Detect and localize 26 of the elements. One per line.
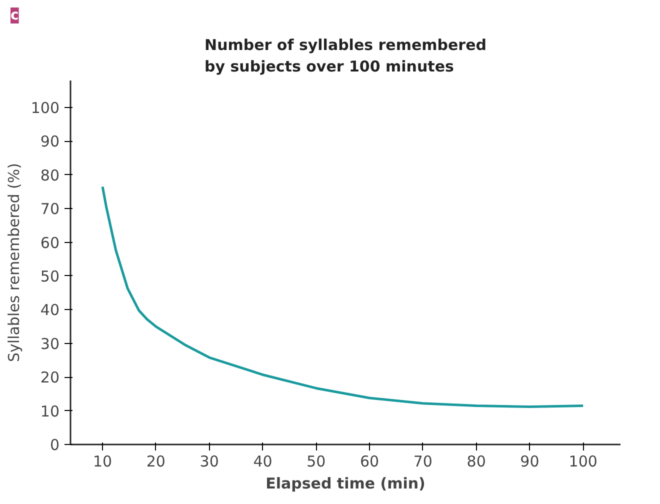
y-tick-label: 50 <box>40 267 60 286</box>
text: c <box>10 8 19 24</box>
x-tick-label: 20 <box>146 452 166 470</box>
x-tick-label: 10 <box>92 452 112 470</box>
y-tick-label: 60 <box>40 234 60 252</box>
y-tick-label: 30 <box>40 334 60 353</box>
y-axis-title: Syllables remembered (%) <box>4 162 23 362</box>
x-axis-title: Elapsed time (min) <box>266 474 426 492</box>
y-tick-label: 20 <box>40 368 60 387</box>
x-tick-label: 40 <box>253 452 272 470</box>
x-tick-label: 30 <box>200 452 219 470</box>
x-tick-label: 100 <box>568 452 598 470</box>
y-tick-label: 100 <box>30 98 60 117</box>
y-tick-label: 0 <box>50 436 60 454</box>
x-tick-label: 90 <box>520 452 540 470</box>
x-tick-label: 50 <box>306 452 326 470</box>
y-tick-label: 10 <box>40 402 60 420</box>
line-series <box>101 185 584 408</box>
y-tick-label: 40 <box>40 301 60 320</box>
x-tick-label: 80 <box>466 452 486 470</box>
y-tick-label: 80 <box>40 166 60 184</box>
y-tick-label: 90 <box>40 132 60 151</box>
y-tick-label: 70 <box>40 200 60 218</box>
x-tick-label: 60 <box>360 452 380 470</box>
chart-title: Number of syllables remembered by subjects over 100 minutes <box>204 36 486 76</box>
x-tick-label: 70 <box>413 452 432 470</box>
